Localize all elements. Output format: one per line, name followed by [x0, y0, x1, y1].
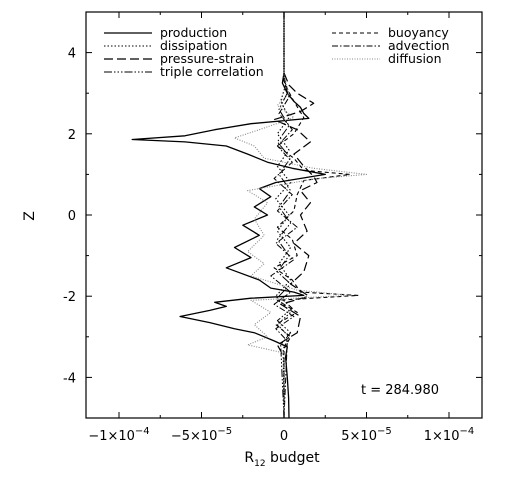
x-tick-label: 1×10−4	[424, 426, 474, 444]
series-layer	[131, 12, 368, 418]
legend-label-buoyancy: buoyancy	[388, 25, 449, 40]
y-tick-label: -2	[63, 290, 76, 305]
x-tick-label: −5×10−5	[171, 426, 232, 444]
series-dissipation	[275, 12, 292, 418]
series-buoyancy	[273, 12, 359, 418]
legend-label-diffusion: diffusion	[388, 51, 442, 66]
ticks-layer: 4 2 0 -2 -4 −1×10−4 −5×10−5 0 5×10−5 1×10−4	[63, 11, 482, 444]
x-tick-label: 5×10−5	[341, 426, 391, 444]
x-axis-label-rest: budget	[266, 450, 321, 466]
legend-label-dissipation: dissipation	[160, 38, 227, 53]
series-advection	[270, 12, 298, 418]
y-tick-label: 0	[68, 209, 76, 224]
x-axis-label-main: R	[244, 450, 254, 466]
series-diffusion	[233, 12, 368, 418]
x-axis-label-sub: 12	[254, 459, 265, 469]
y-tick-label: 4	[68, 47, 76, 62]
legend-label-triple-correlation: triple correlation	[160, 64, 264, 79]
legend-label-production: production	[160, 25, 227, 40]
series-pressure-strain	[273, 12, 318, 418]
x-tick-label: 0	[280, 429, 288, 444]
series-production	[131, 12, 326, 418]
x-tick-label: −1×10−4	[88, 426, 149, 444]
y-tick-label: 2	[68, 128, 76, 143]
y-axis-label: Z	[22, 211, 38, 221]
time-annotation: t = 284.980	[361, 383, 439, 398]
x-axis-label: R12 budget	[244, 450, 320, 469]
legend: productiondissipationpressure-straintrip…	[104, 25, 450, 79]
legend-label-advection: advection	[388, 38, 450, 53]
legend-label-pressure-strain: pressure-strain	[160, 51, 254, 66]
series-triple-correlation	[276, 12, 293, 418]
y-tick-label: -4	[63, 371, 76, 386]
